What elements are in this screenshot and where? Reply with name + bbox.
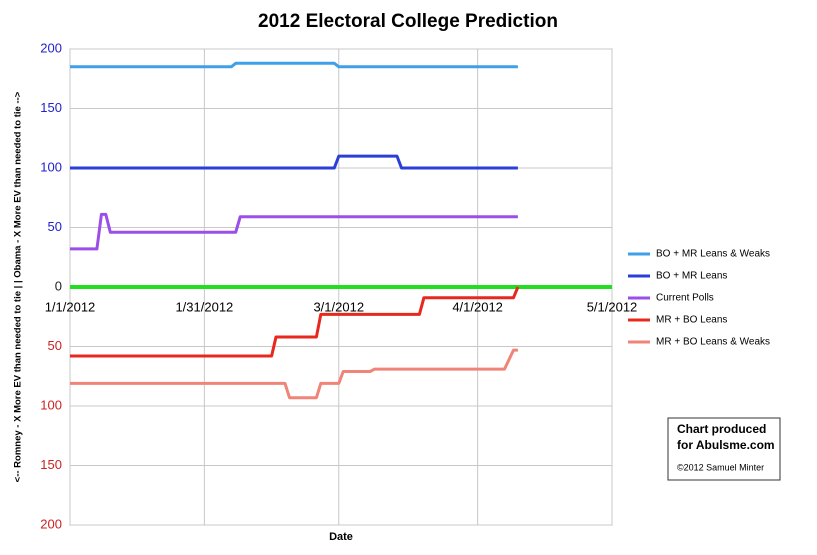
x-tick-label: 1/1/2012 <box>45 299 96 314</box>
y-tick-label: 100 <box>40 159 62 174</box>
legend-label: BO + MR Leans & Weaks <box>656 249 770 260</box>
x-tick-label: 4/1/2012 <box>452 299 503 314</box>
series-line <box>70 61 518 69</box>
annotation-text: Chart produced <box>677 422 766 436</box>
y-axis-label: <-- Romney - X More EV than needed to ti… <box>13 91 24 482</box>
legend-label: Current Polls <box>656 293 714 304</box>
y-tick-label: 150 <box>40 457 62 472</box>
annotation-box <box>667 417 781 481</box>
series-line <box>70 212 518 251</box>
y-tick-label: 50 <box>48 338 62 353</box>
chart-title: 2012 Electoral College Prediction <box>258 11 558 32</box>
y-tick-label: 100 <box>40 397 62 412</box>
series-line <box>70 348 518 400</box>
x-axis-label: Date <box>329 531 353 543</box>
legend-label: BO + MR Leans <box>656 271 727 282</box>
annotation-text: for Abulsme.com <box>677 438 775 452</box>
y-tick-label: 0 <box>55 278 62 293</box>
y-tick-label: 200 <box>40 516 62 531</box>
y-tick-label: 200 <box>40 40 62 55</box>
legend-label: MR + BO Leans <box>656 315 727 326</box>
x-tick-label: 3/1/2012 <box>313 299 364 314</box>
x-tick-label: 1/31/2012 <box>175 299 233 314</box>
legend-label: MR + BO Leans & Weaks <box>656 337 770 348</box>
series-line <box>70 154 518 170</box>
series-line <box>70 286 520 358</box>
y-tick-label: 150 <box>40 100 62 115</box>
x-tick-label: 5/1/2012 <box>587 299 638 314</box>
y-tick-label: 50 <box>48 219 62 234</box>
annotation-credit: ©2012 Samuel Minter <box>677 462 764 472</box>
